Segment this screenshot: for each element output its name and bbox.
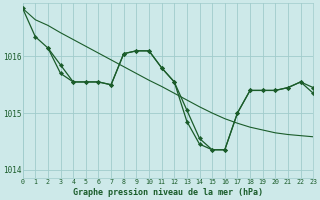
X-axis label: Graphe pression niveau de la mer (hPa): Graphe pression niveau de la mer (hPa) xyxy=(73,188,263,197)
